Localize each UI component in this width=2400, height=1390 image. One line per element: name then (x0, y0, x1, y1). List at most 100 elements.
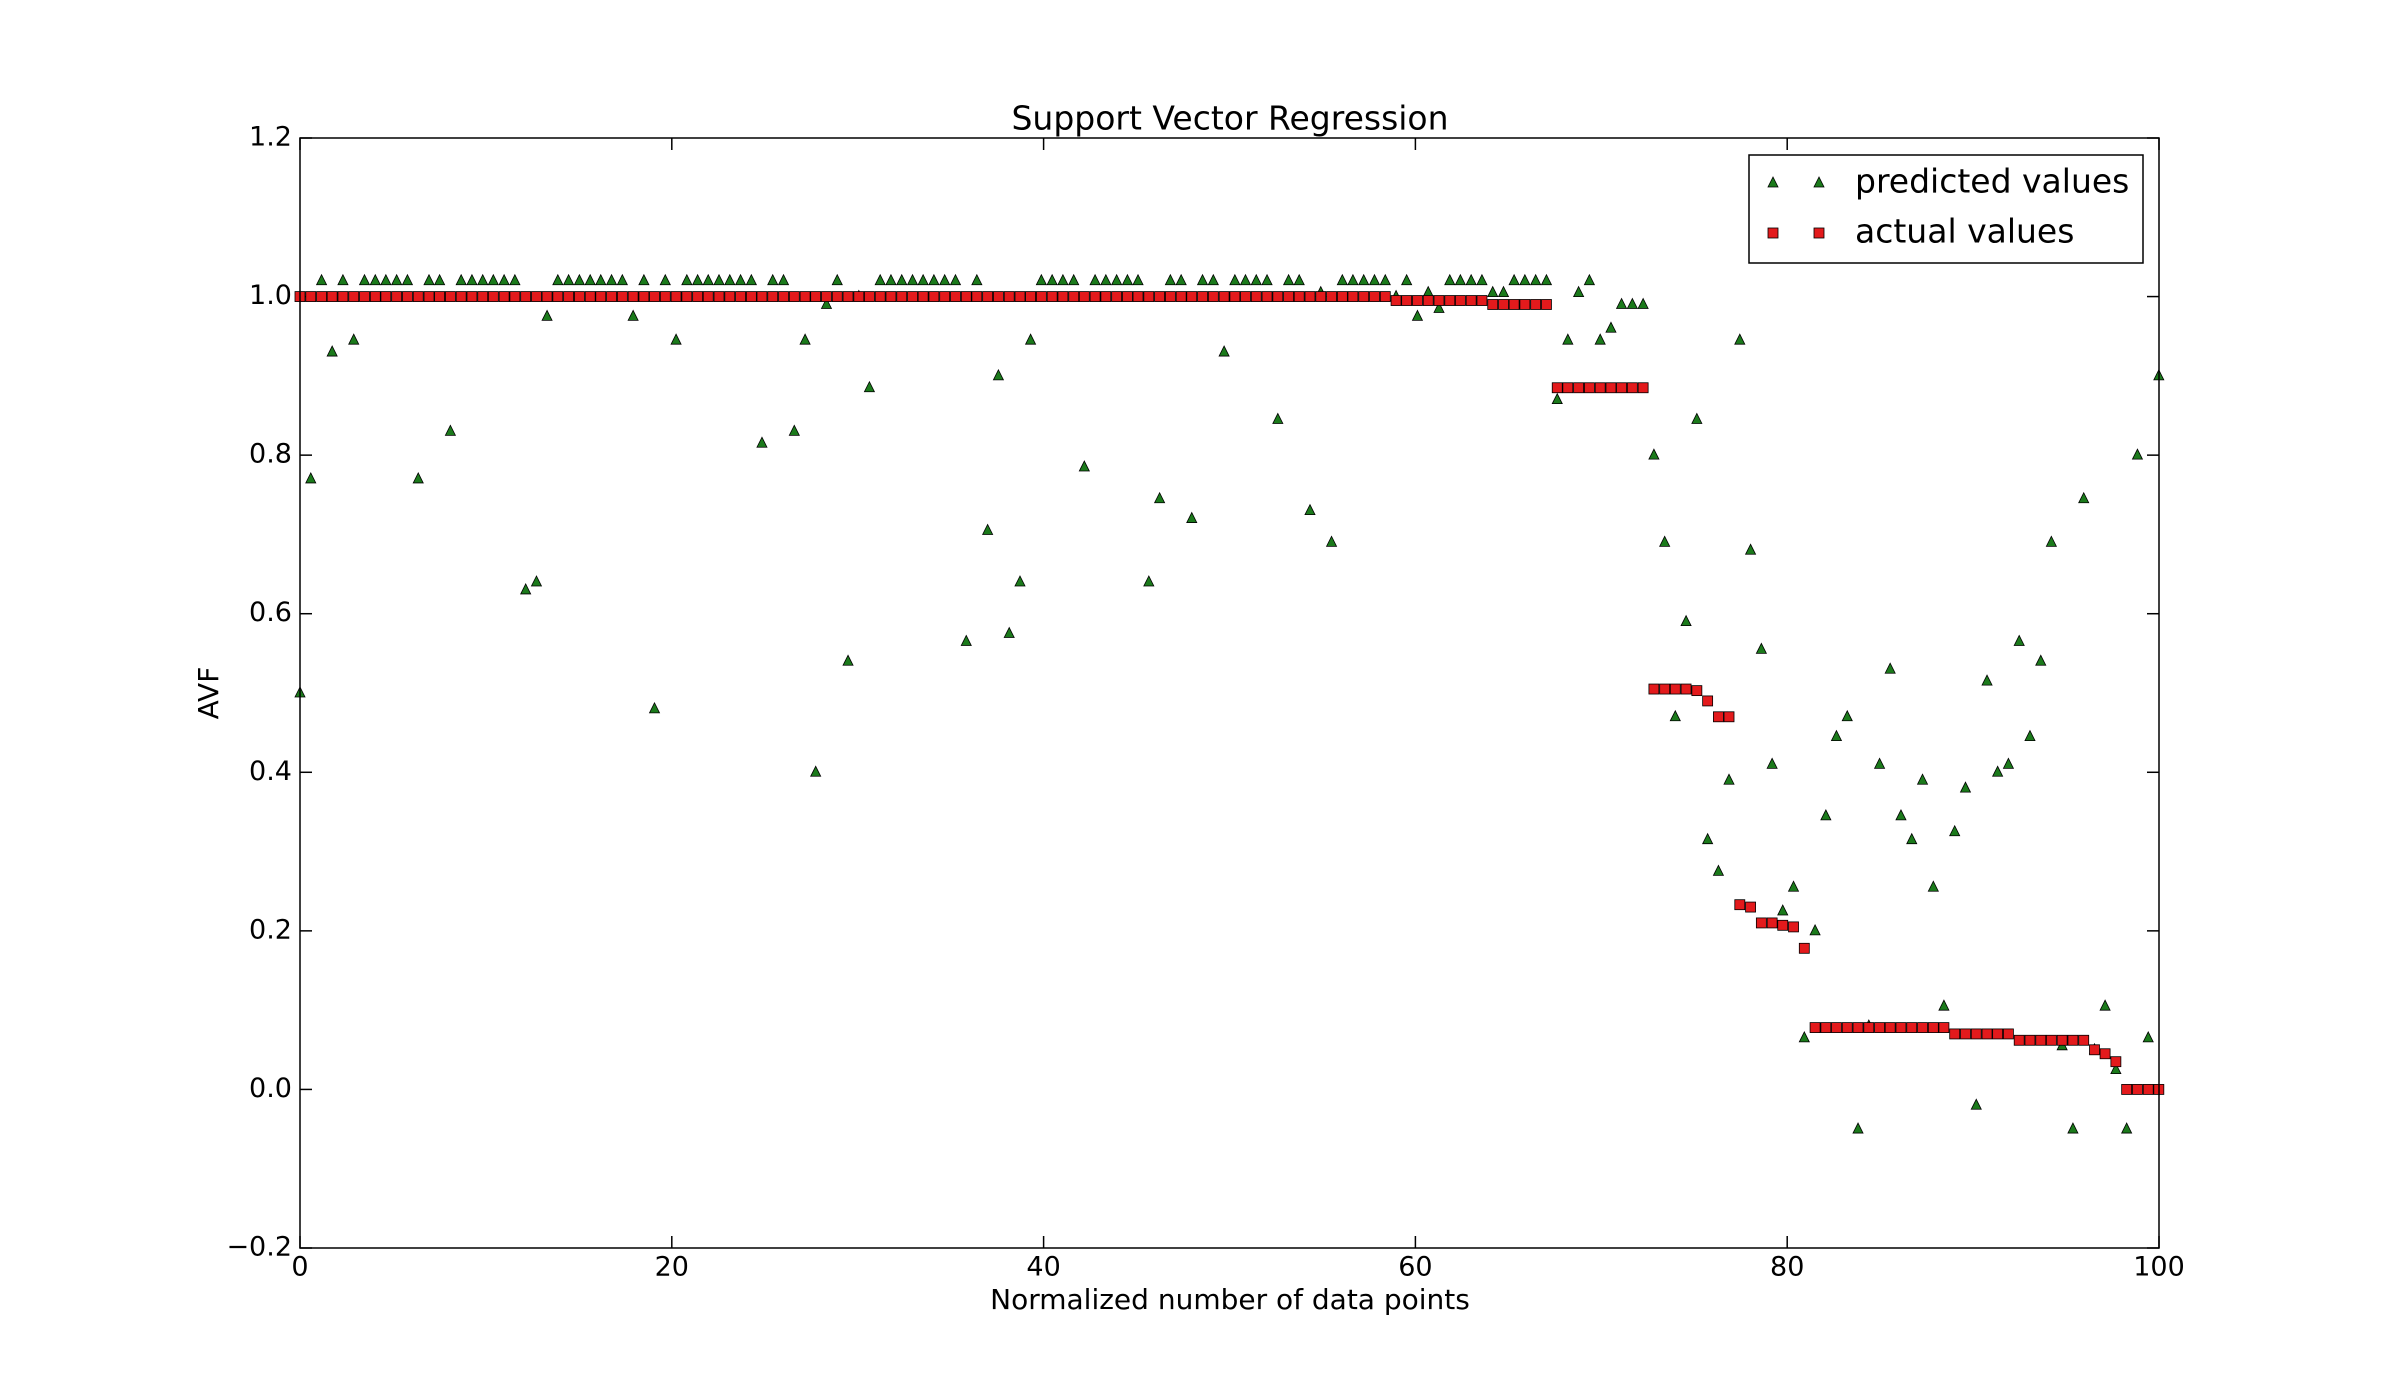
data-point (1841, 1022, 1853, 1033)
data-point (896, 273, 908, 286)
data-point (799, 333, 811, 345)
data-point (2013, 1034, 2025, 1046)
data-point (1959, 781, 1972, 793)
data-point (2035, 654, 2047, 666)
data-point (1304, 503, 1316, 516)
data-point (692, 291, 704, 302)
data-point (1401, 273, 1413, 286)
data-point (842, 654, 854, 666)
x-tick-label: 60 (1398, 1252, 1432, 1283)
data-point (402, 291, 413, 302)
data-point (1530, 299, 1542, 310)
data-point (1798, 942, 1810, 954)
data-point (992, 368, 1005, 381)
data-point (928, 291, 940, 302)
data-point (1938, 999, 1950, 1011)
data-point (1143, 291, 1155, 302)
data-point (1884, 1022, 1896, 1033)
data-point (1078, 460, 1090, 472)
data-point (1873, 757, 1886, 769)
data-point (917, 273, 929, 286)
data-point (541, 291, 553, 302)
data-point (627, 291, 639, 302)
data-point (1465, 295, 1477, 306)
y-axis-label: AVF (192, 667, 225, 720)
data-point (1713, 711, 1724, 723)
data-point (1584, 382, 1595, 394)
data-point (724, 291, 736, 302)
data-point (487, 273, 499, 286)
data-point (1207, 291, 1219, 302)
data-point (1283, 291, 1295, 302)
data-point (1938, 1022, 1950, 1033)
data-point (863, 380, 876, 393)
data-point (724, 273, 736, 286)
data-point (1132, 273, 1144, 286)
data-point (1691, 412, 1703, 424)
data-point (649, 291, 660, 302)
data-point (498, 291, 510, 302)
data-point (1003, 291, 1015, 302)
data-point (1626, 382, 1638, 394)
data-point (2121, 1084, 2133, 1095)
data-point (2121, 1122, 2133, 1134)
data-point (1605, 382, 1617, 394)
data-point (1261, 291, 1273, 302)
data-point (1906, 1022, 1918, 1033)
data-point (1014, 575, 1026, 587)
data-point (1454, 273, 1467, 286)
data-point (1594, 382, 1606, 394)
data-point (1820, 1022, 1832, 1033)
data-point (1659, 683, 1671, 695)
data-point (960, 291, 972, 302)
data-point (509, 273, 521, 286)
data-point (1057, 273, 1069, 286)
data-point (1433, 295, 1445, 306)
data-point (1960, 1028, 1971, 1040)
data-point (305, 472, 317, 484)
data-point (1852, 1122, 1864, 1134)
data-point (1766, 917, 1778, 929)
data-point (1454, 295, 1466, 306)
legend-marker (1813, 176, 1825, 188)
data-point (1680, 614, 1692, 627)
data-point (1519, 299, 1531, 310)
data-point (1755, 917, 1767, 929)
y-tick-label: 1.0 (249, 280, 292, 311)
x-tick-label: 20 (655, 1252, 689, 1283)
x-tick-label: 100 (2133, 1252, 2185, 1283)
data-point (2067, 1122, 2079, 1134)
data-point (315, 273, 328, 286)
data-point (1487, 285, 1499, 298)
data-point (821, 291, 832, 302)
data-point (1240, 291, 1251, 302)
data-point (595, 291, 607, 302)
data-point (702, 291, 714, 302)
data-point (1637, 382, 1649, 394)
y-tick-label: 0.0 (249, 1073, 292, 1104)
data-point (1390, 295, 1402, 306)
data-point (874, 291, 886, 302)
data-point (1293, 291, 1305, 302)
data-point (487, 291, 499, 302)
data-point (348, 333, 360, 345)
data-point (1250, 273, 1262, 286)
data-point (1207, 273, 1219, 286)
data-point (1153, 491, 1166, 504)
data-point (477, 291, 489, 302)
data-point (1831, 1022, 1842, 1033)
data-point (1508, 299, 1520, 310)
y-tick-label: −0.2 (226, 1232, 292, 1263)
data-point (1766, 757, 1778, 769)
data-point (928, 273, 940, 286)
data-point (777, 273, 790, 286)
data-point (702, 273, 714, 286)
data-point (1755, 642, 1768, 654)
data-point (638, 291, 650, 302)
data-point (1046, 273, 1058, 286)
data-point (2013, 634, 2025, 646)
x-tick-label: 80 (1770, 1252, 1804, 1283)
data-point (1916, 773, 1929, 785)
data-point (1777, 919, 1789, 931)
data-point (1229, 273, 1241, 286)
